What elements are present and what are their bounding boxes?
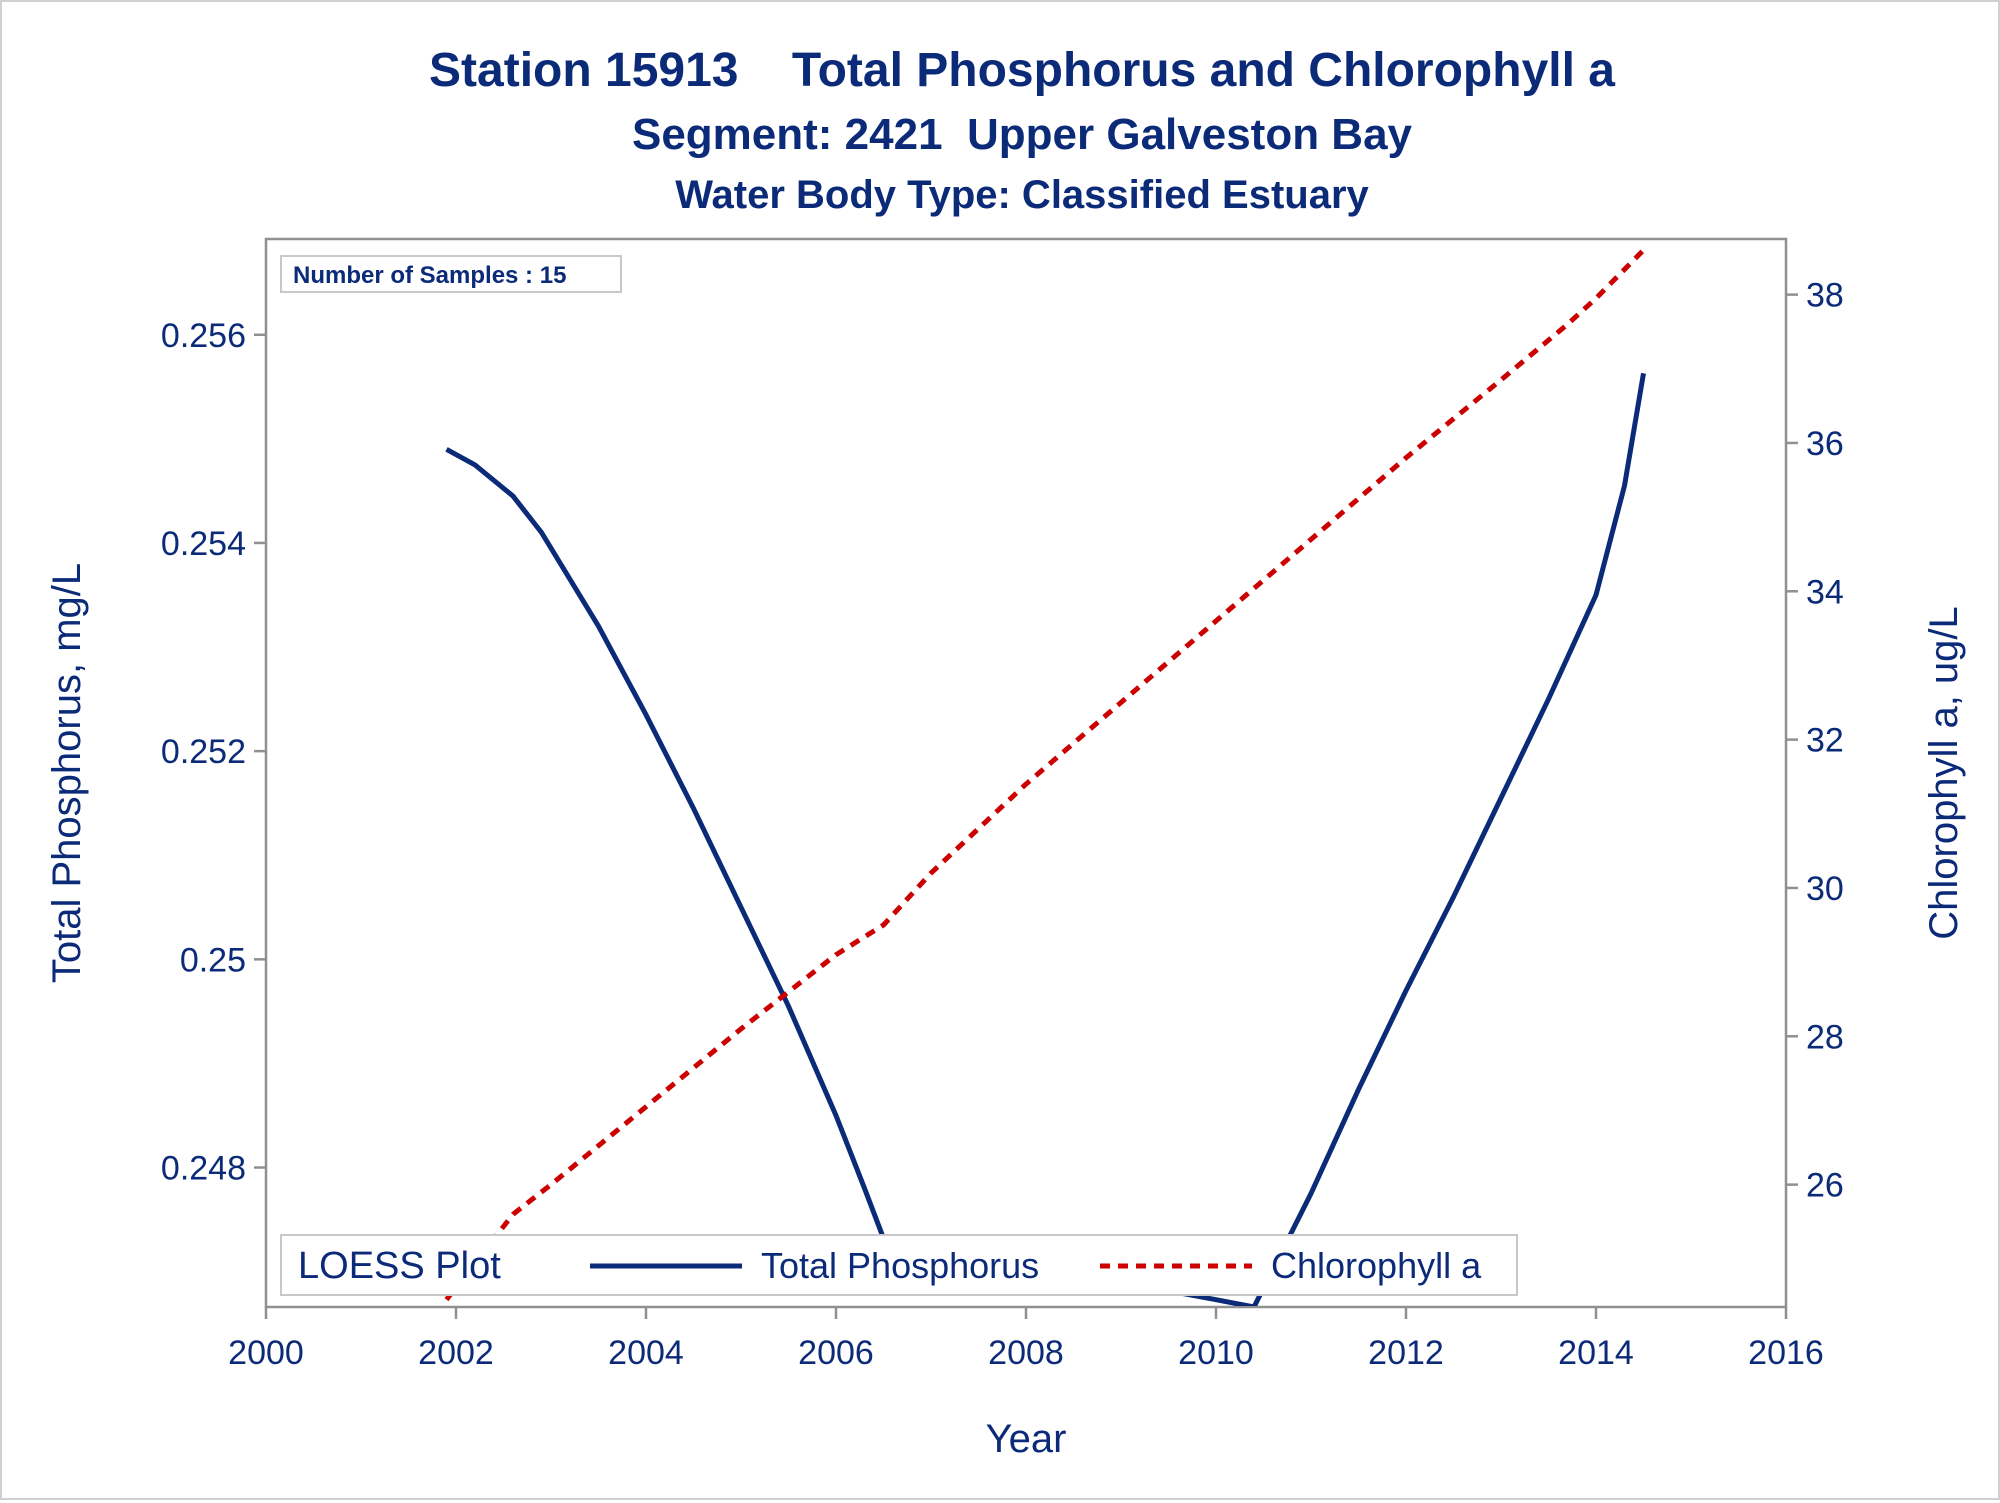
x-tick-label: 2004 bbox=[608, 1334, 684, 1372]
y2-tick-label: 30 bbox=[1806, 870, 1844, 908]
x-tick-label: 2000 bbox=[228, 1334, 304, 1372]
x-axis-label: Year bbox=[986, 1417, 1067, 1461]
x-tick-label: 2002 bbox=[418, 1334, 494, 1372]
series-group bbox=[444, 248, 1646, 1306]
y2-tick-label: 32 bbox=[1806, 722, 1844, 760]
series-line-chlorophyll-a bbox=[444, 248, 1646, 1302]
y-tick-label: 0.252 bbox=[161, 733, 246, 771]
y2-tick-label: 26 bbox=[1806, 1167, 1844, 1205]
x-axis: 2000 2002 2004 2006 2008 2010 2012 2014 2016 bbox=[228, 1307, 1824, 1372]
y-tick-label: 0.254 bbox=[161, 525, 246, 563]
plot-area bbox=[264, 237, 1788, 1309]
sample-count-text: Number of Samples : 15 bbox=[293, 262, 566, 289]
series-line-total-phosphorus bbox=[445, 372, 1646, 1306]
x-tick-label: 2016 bbox=[1748, 1334, 1824, 1372]
y-tick-label: 0.248 bbox=[161, 1150, 246, 1188]
chart-subtitle-2: Water Body Type: Classified Estuary bbox=[675, 173, 1369, 217]
legend-label-chlorophyll-a: Chlorophyll a bbox=[1271, 1245, 1482, 1286]
x-tick-label: 2008 bbox=[988, 1334, 1064, 1372]
y-axis-left: 0.248 0.25 0.252 0.254 0.256 bbox=[161, 317, 266, 1188]
x-tick-label: 2010 bbox=[1178, 1334, 1254, 1372]
chart-title: Station 15913 Total Phosphorus and Chlor… bbox=[429, 44, 1615, 97]
x-tick-label: 2014 bbox=[1558, 1334, 1634, 1372]
y2-axis-label: Chlorophyll a, ug/L bbox=[1922, 606, 1966, 940]
chart-subtitle: Segment: 2421 Upper Galveston Bay bbox=[632, 110, 1413, 159]
y2-tick-label: 28 bbox=[1806, 1018, 1844, 1056]
y-axis-right: 26 28 30 32 34 36 38 bbox=[1786, 277, 1844, 1205]
y-tick-label: 0.256 bbox=[161, 317, 246, 355]
x-tick-label: 2012 bbox=[1368, 1334, 1444, 1372]
y2-tick-label: 34 bbox=[1806, 573, 1844, 611]
sample-count-inset: Number of Samples : 15 bbox=[280, 255, 622, 293]
y-tick-label: 0.25 bbox=[180, 941, 246, 979]
legend-box bbox=[280, 1234, 1518, 1296]
y-axis-label: Total Phosphorus, mg/L bbox=[45, 563, 89, 983]
legend-label-total-phosphorus: Total Phosphorus bbox=[761, 1245, 1039, 1286]
y2-tick-label: 36 bbox=[1806, 425, 1844, 463]
y2-tick-label: 38 bbox=[1806, 277, 1844, 315]
x-tick-label: 2006 bbox=[798, 1334, 874, 1372]
legend-title: LOESS Plot bbox=[298, 1245, 501, 1287]
legend: LOESS Plot Total Phosphorus Chlorophyll … bbox=[280, 1234, 1518, 1296]
